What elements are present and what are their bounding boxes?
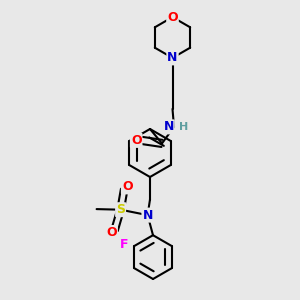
Text: N: N: [167, 51, 178, 64]
Text: O: O: [106, 226, 117, 239]
Text: O: O: [167, 11, 178, 24]
Text: H: H: [179, 122, 188, 132]
Text: N: N: [164, 120, 174, 134]
Text: N: N: [142, 208, 153, 222]
Text: O: O: [122, 180, 133, 194]
Text: S: S: [116, 203, 125, 216]
Text: F: F: [120, 238, 129, 251]
Text: O: O: [131, 134, 142, 147]
